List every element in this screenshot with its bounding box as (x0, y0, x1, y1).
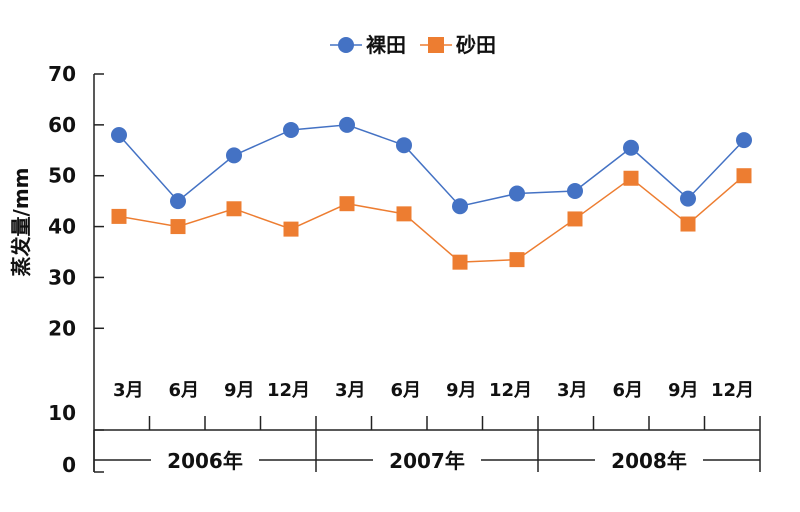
x-month-label: 9月 (224, 380, 255, 401)
y-tick-label: 20 (48, 316, 76, 340)
data-point (283, 221, 299, 237)
data-point (170, 219, 186, 235)
legend-label-series-1: 裸田 (366, 33, 406, 57)
x-month-label: 12月 (711, 380, 754, 401)
data-point (111, 208, 127, 224)
data-point (226, 201, 242, 217)
x-month-label: 3月 (335, 380, 366, 401)
x-month-label: 3月 (557, 380, 588, 401)
data-point (509, 252, 525, 268)
legend-marker-series-2 (428, 37, 444, 53)
data-point (567, 211, 583, 227)
y-axis-label: 蒸发量/mm (9, 168, 33, 277)
legend-label-series-2: 砂田 (456, 33, 496, 57)
series-line-2 (118, 175, 745, 263)
legend: 裸田 砂田 (330, 33, 496, 57)
data-point (396, 206, 412, 222)
y-tick-label: 60 (48, 113, 76, 137)
legend-marker-series-1 (338, 37, 354, 53)
x-month-label: 9月 (446, 380, 477, 401)
data-point (452, 254, 468, 270)
x-month-label: 12月 (267, 380, 310, 401)
data-point (736, 168, 752, 184)
series-layer (111, 116, 752, 270)
data-point (339, 196, 355, 212)
data-point (623, 139, 639, 156)
series-line-1 (118, 124, 745, 208)
x-month-label: 6月 (390, 380, 421, 401)
y-tick-label: 30 (48, 265, 76, 289)
data-point (509, 185, 525, 202)
data-point (736, 132, 752, 149)
data-point (226, 147, 242, 164)
data-point (567, 182, 583, 199)
x-year-label: 2007年 (389, 449, 465, 473)
data-point (283, 121, 299, 138)
y-tick-label: 50 (48, 164, 76, 188)
y-tick-label: 40 (48, 215, 76, 239)
y-tick-label: 10 (48, 401, 76, 425)
data-point (339, 116, 355, 133)
data-point (396, 137, 412, 154)
x-year-label: 2006年 (167, 449, 243, 473)
y-tick-label: 70 (48, 62, 76, 86)
data-point (680, 190, 696, 207)
data-point (170, 193, 186, 210)
x-month-label: 3月 (113, 380, 144, 401)
data-point (680, 216, 696, 232)
data-point (452, 198, 468, 215)
y-axis-ticks: 0 10 20 30 40 50 60 70 (48, 62, 104, 477)
x-month-label: 6月 (168, 380, 199, 401)
x-month-label: 6月 (612, 380, 643, 401)
x-month-label: 12月 (489, 380, 532, 401)
data-point (623, 170, 639, 186)
data-point (111, 127, 127, 144)
x-axis: 3月 6月 9月 12月 3月 6月 9月 12月 3月 6月 9月 12月 2006年 2007年 200… (93, 380, 761, 473)
y-tick-label: 0 (62, 453, 76, 477)
x-month-label: 9月 (668, 380, 699, 401)
x-year-label: 2008年 (611, 449, 687, 473)
